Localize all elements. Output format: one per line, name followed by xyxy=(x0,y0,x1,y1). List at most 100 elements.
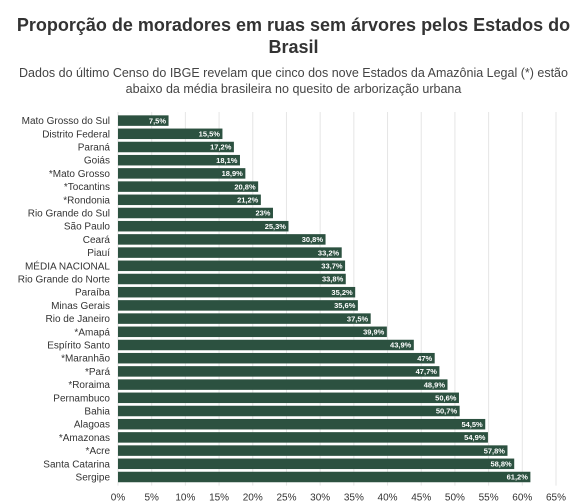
x-tick-label: 60% xyxy=(512,493,532,503)
category-label: *Rondonia xyxy=(63,195,110,206)
x-tick-label: 25% xyxy=(276,493,296,503)
value-label: 7,5% xyxy=(149,116,166,125)
category-label: Bahia xyxy=(84,407,110,418)
category-label: Espírito Santo xyxy=(47,341,110,352)
value-label: 33,7% xyxy=(321,262,343,271)
category-label: *Mato Grosso xyxy=(49,169,111,180)
bar xyxy=(118,234,326,245)
value-label: 17,2% xyxy=(210,143,232,152)
value-label: 57,8% xyxy=(484,446,506,455)
x-tick-label: 55% xyxy=(479,493,499,503)
bar xyxy=(118,405,460,417)
category-label: *Amapá xyxy=(74,327,110,338)
x-tick-label: 5% xyxy=(144,493,159,503)
bar xyxy=(118,366,440,377)
category-label: MÉDIA NACIONAL xyxy=(25,259,110,272)
category-label: *Maranhão xyxy=(61,354,110,365)
x-tick-label: 65% xyxy=(546,493,566,503)
bar xyxy=(118,326,387,338)
x-tick-label: 15% xyxy=(209,493,229,503)
value-label: 20,8% xyxy=(234,182,256,191)
bar xyxy=(118,471,531,483)
value-label: 23% xyxy=(255,209,270,218)
bar xyxy=(118,207,273,219)
x-tick-label: 30% xyxy=(310,493,330,503)
x-tick-label: 20% xyxy=(243,493,263,503)
category-label: Pernambuco xyxy=(53,393,110,404)
value-label: 18,1% xyxy=(216,156,238,165)
value-label: 50,6% xyxy=(435,394,457,403)
value-label: 35,2% xyxy=(331,288,353,297)
value-label: 43,9% xyxy=(390,341,412,350)
value-label: 58,8% xyxy=(490,460,512,469)
bar xyxy=(118,458,515,470)
bar xyxy=(118,313,371,324)
bar xyxy=(118,352,435,364)
bar xyxy=(118,168,246,179)
value-label: 35,6% xyxy=(334,301,356,310)
category-label: São Paulo xyxy=(64,222,111,233)
value-label: 61,2% xyxy=(507,473,529,482)
bar xyxy=(118,220,289,232)
category-label: *Roraima xyxy=(68,380,110,391)
category-label: Goiás xyxy=(84,156,110,167)
value-label: 18,9% xyxy=(222,169,244,178)
category-label: Minas Gerais xyxy=(51,301,110,312)
bar xyxy=(118,260,346,272)
bar xyxy=(118,339,414,351)
bar xyxy=(118,392,459,404)
x-axis: 0% 5% 10% 15% 20% 25% 30% 35% 40% 45% 50% 55% 60% 65% xyxy=(111,493,566,503)
x-tick-label: 10% xyxy=(175,493,195,503)
value-label: 54,9% xyxy=(464,433,486,442)
value-label: 37,5% xyxy=(347,314,369,323)
x-tick-label: 35% xyxy=(344,493,364,503)
category-label: *Pará xyxy=(85,367,110,378)
bars xyxy=(118,115,531,483)
bar xyxy=(118,300,358,311)
value-label: 39,9% xyxy=(363,328,385,337)
category-label: Paraná xyxy=(78,143,111,154)
category-label: *Amazonas xyxy=(59,433,110,444)
value-label: 47,7% xyxy=(416,367,438,376)
category-label: Piauí xyxy=(87,248,110,259)
category-label: Paraíba xyxy=(75,288,110,299)
category-label: *Tocantins xyxy=(64,182,110,193)
value-labels: 7,5% 15,5% 17,2% 18,1% 18,9% 20,8% 21,2% 23% 25,… xyxy=(149,116,528,481)
bar xyxy=(118,247,342,258)
value-label: 50,7% xyxy=(436,407,458,416)
bar xyxy=(118,194,261,206)
value-label: 30,8% xyxy=(302,235,324,244)
bar xyxy=(118,154,240,166)
bar xyxy=(118,273,346,285)
gridlines xyxy=(117,112,557,486)
category-label: Rio de Janeiro xyxy=(46,314,111,325)
bar xyxy=(118,379,448,390)
category-label: Distrito Federal xyxy=(42,129,110,140)
value-label: 33,2% xyxy=(318,248,340,257)
category-labels: Mato Grosso do Sul Distrito Federal Paraná… xyxy=(18,116,111,483)
bar xyxy=(118,286,356,298)
bar xyxy=(118,432,488,443)
bar xyxy=(118,445,508,456)
value-label: 48,9% xyxy=(424,380,446,389)
category-label: Rio Grande do Norte xyxy=(18,275,111,286)
value-label: 54,5% xyxy=(461,420,483,429)
category-label: Rio Grande do Sul xyxy=(28,209,110,220)
bar xyxy=(118,115,169,126)
value-label: 15,5% xyxy=(199,130,221,139)
category-label: Santa Catarina xyxy=(43,459,110,470)
value-label: 47% xyxy=(417,354,432,363)
category-label: Mato Grosso do Sul xyxy=(22,116,110,127)
chart-title: Proporção de moradores em ruas sem árvor… xyxy=(16,15,571,57)
category-label: Alagoas xyxy=(74,420,110,431)
bar xyxy=(118,418,486,430)
value-label: 25,3% xyxy=(265,222,287,231)
bar xyxy=(118,141,234,153)
category-label: *Acre xyxy=(86,446,111,457)
x-tick-label: 45% xyxy=(411,493,431,503)
chart-subtitle: Dados do último Censo do IBGE revelam qu… xyxy=(19,66,568,96)
value-label: 33,8% xyxy=(322,275,344,284)
x-tick-label: 50% xyxy=(445,493,465,503)
value-label: 21,2% xyxy=(237,196,259,205)
